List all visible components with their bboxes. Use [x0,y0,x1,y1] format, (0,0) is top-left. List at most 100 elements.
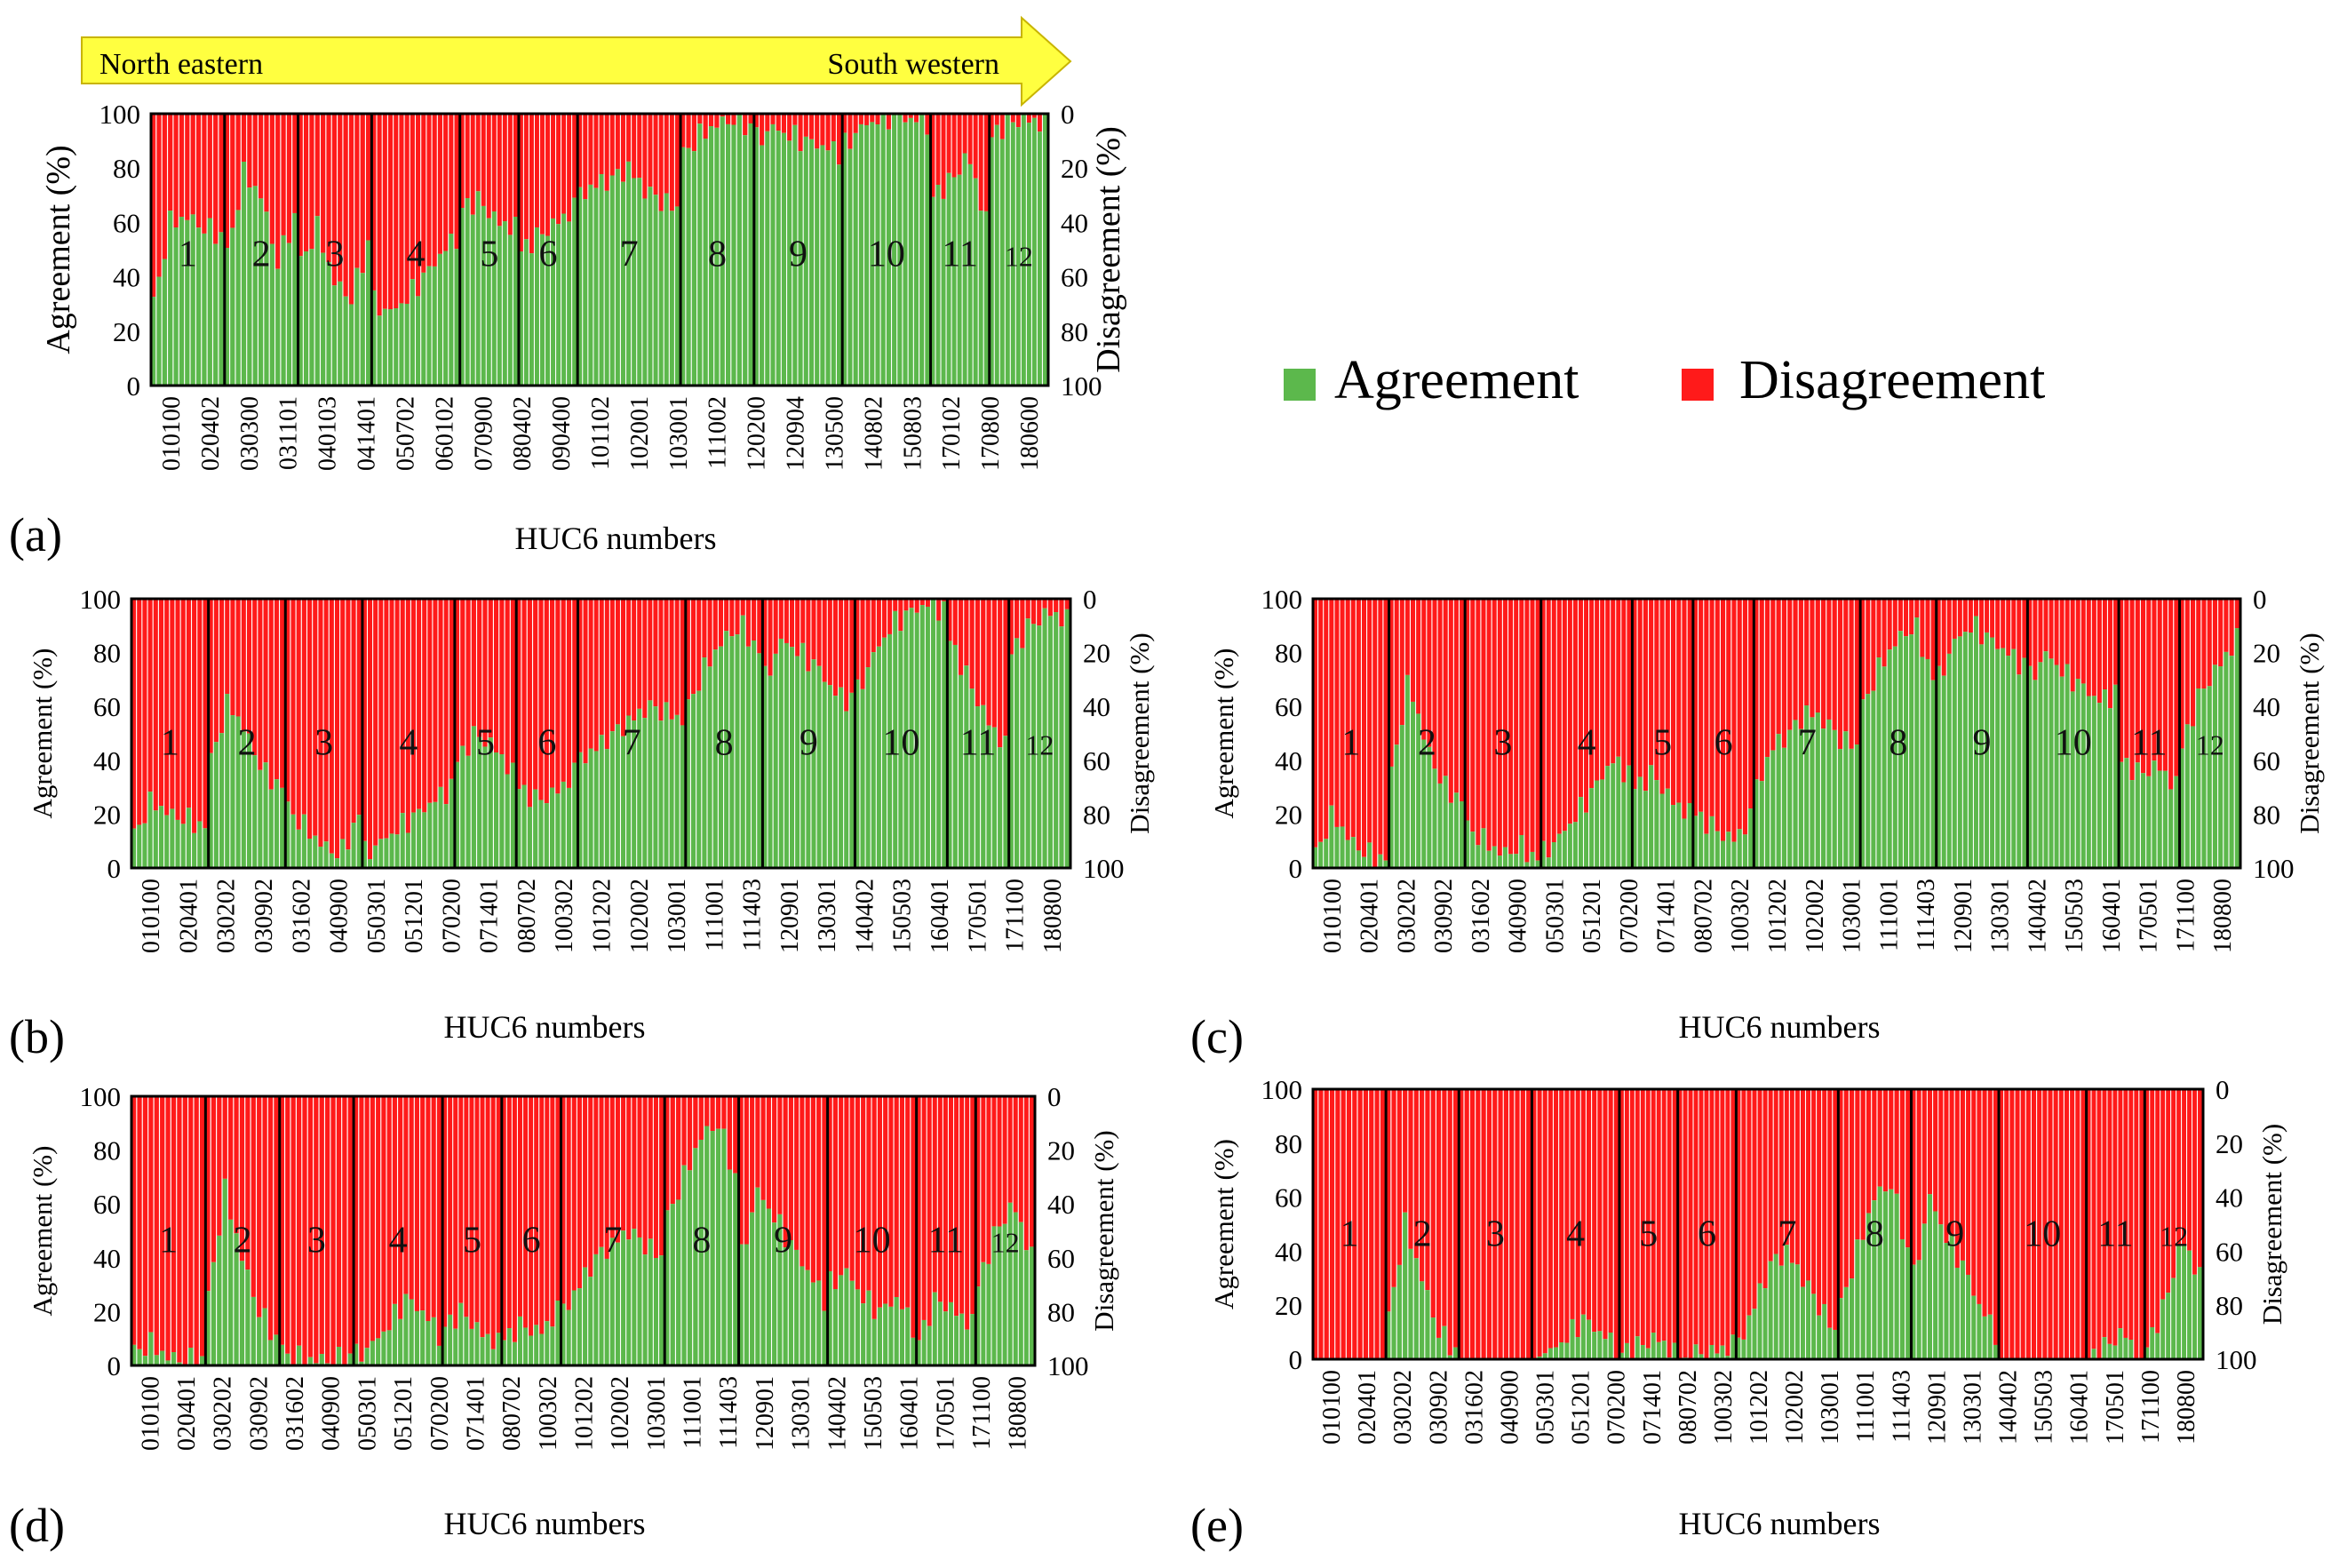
disagreement-bar [321,114,326,253]
agreement-bar [148,1332,154,1365]
disagreement-bar [903,114,908,123]
agreement-bar [165,1360,171,1365]
agreement-bar [1960,1260,1965,1359]
agreement-bar [336,1347,342,1365]
x-tick-label: 080402 [509,396,537,471]
agreement-bar [681,1165,687,1365]
disagreement-bar [302,1096,307,1365]
disagreement-bar [832,599,838,696]
region-4-bars [354,1096,442,1365]
agreement-bar [131,1344,137,1365]
agreement-bar [836,164,842,386]
agreement-bar [1502,847,1508,868]
x-tick-label: 010100 [138,879,165,953]
x-tick-label: 070200 [1603,1370,1631,1445]
agreement-bar [669,719,674,868]
disagreement-bar [690,599,696,695]
disagreement-bar [561,599,566,782]
agreement-bar [1514,854,1519,868]
disagreement-bar [621,1096,626,1231]
agreement-bar [2118,1328,2123,1359]
disagreement-bar [540,114,545,235]
disagreement-bar [744,1096,749,1245]
disagreement-bar [593,114,599,188]
y-tick-left: 0 [1289,853,1303,884]
agreement-bar [861,1303,866,1365]
agreement-bar [943,1311,948,1365]
agreement-bar [886,129,891,386]
disagreement-bar [1503,1089,1508,1359]
disagreement-bar [239,1096,245,1262]
disagreement-bar [1687,599,1692,803]
agreement-bar [480,1337,485,1365]
agreement-bar [2001,648,2006,868]
disagreement-bar [162,114,167,259]
region-10-bars [2027,599,2118,868]
agreement-bar [599,1246,604,1365]
x-tick-label: 170501 [932,1376,959,1451]
disagreement-bar [1498,1089,1503,1359]
disagreement-bar [2027,599,2033,666]
disagreement-bar [708,114,714,127]
agreement-bar [437,253,442,386]
agreement-bar [965,1329,970,1365]
disagreement-bar [1556,599,1562,834]
disagreement-bar [205,1096,211,1292]
disagreement-bar [2054,599,2059,665]
agreement-bar [258,198,264,386]
disagreement-bar [2015,1089,2020,1359]
agreement-bar [748,123,753,386]
disagreement-bar [2171,1089,2176,1278]
disagreement-bar [314,114,320,217]
y-tick-left: 40 [113,262,140,293]
disagreement-bar [1524,599,1530,863]
region-8-bars [1860,599,1936,868]
disagreement-bar [529,114,534,254]
disagreement-bar [720,114,725,117]
agreement-bar [1737,829,1742,868]
agreement-bar [1946,653,1952,868]
agreement-bar [414,1310,419,1365]
disagreement-bar [1905,1089,1911,1248]
disagreement-bar [674,114,680,207]
agreement-bar [199,1356,205,1365]
disagreement-bar [620,114,625,182]
agreement-bar [540,234,545,386]
disagreement-bar [2234,599,2240,629]
agreement-bar [517,1316,522,1365]
disagreement-bar [1481,1089,1486,1359]
disagreement-bar [1579,599,1583,798]
agreement-bar [788,1239,793,1365]
agreement-bar [2059,676,2065,868]
x-tick-label: 071401 [476,879,504,953]
y-tick-right: 40 [2216,1182,2243,1214]
region-5-bars [1619,1089,1677,1359]
agreement-bar [416,296,421,386]
disagreement-bar [2187,1089,2192,1251]
agreement-bar [1866,694,1871,868]
agreement-bar [599,735,604,868]
disagreement-bar [2123,1089,2128,1338]
disagreement-bar [1396,1089,1402,1265]
agreement-bar [648,1238,653,1365]
panel-letter-e: (e) [1190,1499,1244,1552]
region-10-bars [842,114,930,386]
disagreement-bar [482,599,488,747]
x-axis-title: HUC6 numbers [444,1506,646,1541]
disagreement-bar [2009,1089,2015,1359]
agreement-bar [875,124,880,386]
disagreement-bar [997,1096,1002,1227]
agreement-bar [454,761,460,868]
x-tick-label: 140402 [851,879,879,953]
agreement-bar [909,608,914,868]
x-tick-label: 080702 [1690,879,1717,953]
region-1-bars [151,114,224,386]
disagreement-bar [1030,599,1037,625]
agreement-bar [1047,616,1053,868]
disagreement-bar [523,114,529,240]
agreement-bar [1725,1356,1730,1359]
disagreement-bar [1411,599,1416,702]
agreement-bar [781,132,786,386]
disagreement-bar [765,114,770,131]
agreement-bar [693,1148,698,1365]
